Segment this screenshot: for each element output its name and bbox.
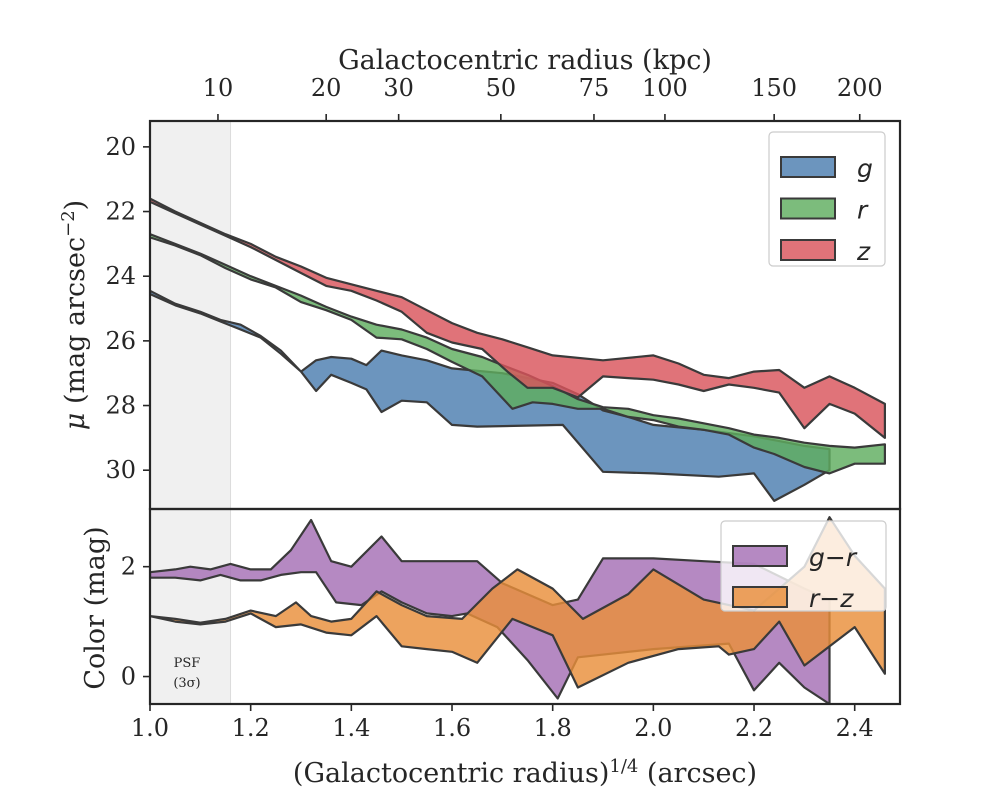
y-tick-label-top-24: 24	[105, 262, 136, 290]
x-tick-label-2.4: 2.4	[836, 714, 874, 742]
bottom-x-axis-title: (Galactocentric radius)1/4 (arcsec)	[293, 756, 757, 790]
y-tick-label-top-20: 20	[105, 133, 136, 161]
y-tick-label-top-30: 30	[105, 456, 136, 484]
legend-swatch-g	[780, 156, 836, 178]
legend-swatch-r	[780, 197, 836, 220]
bottom-panel-frame	[148, 507, 902, 706]
legend-top: grz	[768, 131, 886, 267]
kpc-tick-label-100: 100	[642, 74, 688, 102]
bottom-y-axis-title: Color (mag)	[80, 526, 111, 689]
legend-bottom: g−r r−z	[720, 520, 887, 613]
psf-region-top	[150, 121, 231, 509]
x-tick-label-1.8: 1.8	[534, 714, 572, 742]
kpc-tick-label-200: 200	[837, 74, 883, 102]
x-tick-label-1.0: 1.0	[131, 714, 169, 742]
legend-swatch-r-z	[732, 586, 788, 608]
y-tick-label-top-22: 22	[105, 198, 136, 226]
y-tick-label-bottom-2: 2	[121, 553, 136, 581]
x-tick-label-1.4: 1.4	[332, 714, 370, 742]
legend-label-g: g	[857, 154, 873, 183]
x-tick-label-1.2: 1.2	[232, 714, 270, 742]
psf-sigma-label: (3σ)	[173, 676, 200, 691]
kpc-tick-label-50: 50	[486, 74, 517, 102]
kpc-tick-label-30: 30	[383, 74, 414, 102]
y-tick-label-top-28: 28	[105, 392, 136, 420]
x-tick-label-2.2: 2.2	[735, 714, 773, 742]
top-y-axis-title: μ (mag arcsec−2)	[58, 200, 92, 430]
kpc-tick-label-75: 75	[579, 74, 610, 102]
kpc-tick-label-10: 10	[203, 74, 234, 102]
top-x-axis-title: Galactocentric radius (kpc)	[338, 45, 712, 76]
x-tick-label-2.0: 2.0	[634, 714, 672, 742]
y-tick-label-top-26: 26	[105, 327, 136, 355]
legend-swatch-g-r	[732, 545, 788, 567]
legend-label-z: z	[856, 237, 871, 266]
kpc-tick-label-150: 150	[751, 74, 797, 102]
legend-label-g-r: g−r	[809, 543, 858, 572]
band-g	[150, 289, 831, 502]
top-panel-series	[150, 197, 886, 502]
axis-ticks: 20 22 24 26 28 30 0 2 1.0 1.2 1.4 1.6 1.8 2.0 2.2 2.4 10…	[105, 74, 882, 742]
band-z	[150, 197, 886, 439]
x-tick-label-1.6: 1.6	[433, 714, 471, 742]
band-r	[150, 233, 886, 475]
legend-label-r: r	[857, 196, 869, 225]
bottom-panel-series	[150, 516, 886, 704]
legend-swatch-z	[780, 239, 836, 261]
y-tick-label-bottom-0: 0	[121, 663, 136, 691]
kpc-tick-label-20: 20	[311, 74, 342, 102]
band-r-z	[150, 516, 886, 689]
psf-label: PSF	[174, 656, 201, 671]
legend-label-r-z: r−z	[809, 584, 854, 613]
psf-region-bottom	[150, 509, 231, 704]
